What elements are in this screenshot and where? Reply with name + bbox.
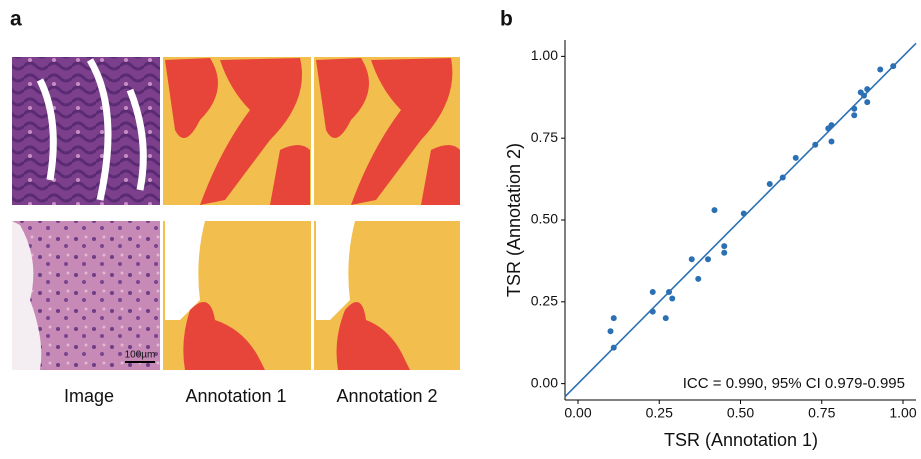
point xyxy=(851,112,858,119)
point xyxy=(861,92,867,99)
caption: Annotation 1 xyxy=(185,386,286,406)
annotation: ICC = 0.990, 95% CI 0.979-0.995 xyxy=(683,375,905,392)
point xyxy=(688,256,695,263)
point xyxy=(877,66,884,73)
point xyxy=(740,210,747,217)
y-axis-title: TSR (Annotation 2) xyxy=(504,143,524,297)
panel-label: a xyxy=(10,8,22,31)
point xyxy=(711,207,718,214)
point xyxy=(812,141,819,148)
identity-line xyxy=(564,42,917,398)
lumen xyxy=(36,58,147,201)
tumor-region xyxy=(316,58,460,205)
tumor-region xyxy=(336,302,410,370)
point xyxy=(864,99,871,106)
point xyxy=(792,154,799,161)
panel-a-images: 100µm Image Annotation 1 Annotation 2 xyxy=(12,57,460,406)
caption: Annotation 2 xyxy=(336,386,437,406)
lumen xyxy=(12,221,42,370)
x-tick-label: 0.50 xyxy=(727,405,754,421)
y-tick-label: 1.00 xyxy=(531,47,558,63)
point xyxy=(828,138,835,145)
background-region xyxy=(316,221,355,320)
point xyxy=(610,344,617,351)
point xyxy=(851,105,858,112)
panel-label: b xyxy=(500,8,513,31)
point xyxy=(649,289,656,295)
x-tick-label: 0.75 xyxy=(808,405,835,421)
point xyxy=(610,315,617,322)
point xyxy=(864,86,871,93)
point xyxy=(662,315,669,322)
tumor-region xyxy=(165,58,310,205)
histology-image xyxy=(12,57,160,205)
point xyxy=(695,275,702,282)
y-tick-label: 0.75 xyxy=(531,129,558,145)
point xyxy=(721,249,728,256)
point xyxy=(766,181,773,187)
y-tick-label: 0.50 xyxy=(531,211,558,227)
point xyxy=(666,289,672,295)
tumor-region xyxy=(183,302,265,370)
point xyxy=(890,63,897,70)
x-tick-label: 1.00 xyxy=(889,405,916,421)
point xyxy=(828,122,835,129)
x-axis-title: TSR (Annotation 1) xyxy=(664,430,818,450)
scale-bar-label: 100µm xyxy=(125,350,156,361)
x-tick-label: 0.25 xyxy=(646,405,673,421)
point xyxy=(779,174,786,181)
caption: Image xyxy=(64,386,114,406)
x-tick-label: 0.00 xyxy=(564,405,591,421)
y-tick-label: 0.00 xyxy=(531,374,558,390)
point xyxy=(649,308,656,315)
point xyxy=(607,328,614,335)
point xyxy=(669,295,676,302)
background-region xyxy=(165,221,205,320)
point xyxy=(705,256,711,263)
y-tick-label: 0.25 xyxy=(531,293,558,309)
point xyxy=(721,243,728,250)
